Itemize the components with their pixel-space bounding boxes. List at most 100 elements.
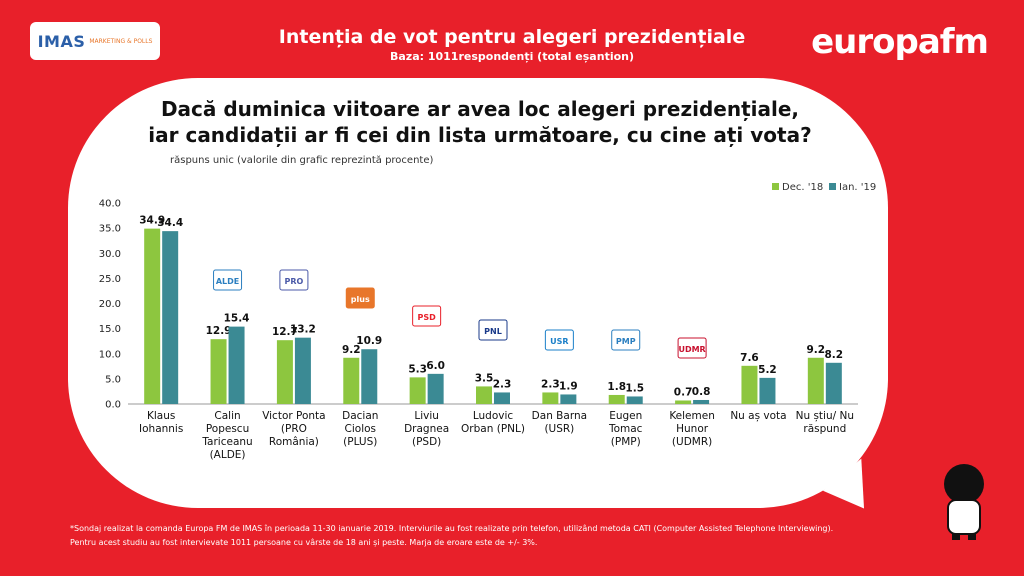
legend-swatch (829, 183, 836, 190)
legend-label: Dec. '18 (782, 182, 823, 193)
imas-logo-tag: MARKETING & POLLS (89, 37, 153, 45)
footnote: *Sondaj realizat la comanda Europa FM de… (70, 522, 833, 550)
category-label: Tomac (608, 423, 643, 435)
y-tick-label: 5.0 (105, 374, 121, 385)
data-label: 2.3 (493, 378, 512, 390)
party-logo-icon: PNL (478, 319, 508, 341)
y-tick-label: 40.0 (99, 199, 121, 210)
data-label: 12.9 (206, 325, 232, 337)
y-tick-label: 20.0 (99, 299, 121, 310)
footnote-line-2: Pentru acest studiu au fost intervievate… (70, 538, 538, 547)
data-label: 6.0 (426, 360, 445, 372)
data-label: 34.4 (157, 217, 183, 229)
mascot-icon (944, 464, 984, 540)
bar-dec18 (476, 386, 492, 404)
category-label: Iohannis (139, 423, 183, 435)
bar-dec18 (144, 228, 161, 404)
data-label: 1.9 (559, 380, 578, 392)
data-label: 2.3 (541, 378, 560, 390)
y-tick-label: 25.0 (99, 274, 121, 285)
bar-ian19 (228, 326, 245, 404)
svg-text:UDMR: UDMR (678, 345, 705, 354)
y-tick-label: 30.0 (99, 249, 121, 260)
category-label: Dan Barna (532, 410, 587, 422)
svg-text:PSD: PSD (418, 313, 437, 322)
category-label: Popescu (206, 423, 249, 435)
data-label: 0.7 (674, 386, 693, 398)
category-label: (USR) (544, 423, 574, 435)
category-label: (PSD) (412, 436, 441, 448)
svg-text:PRO: PRO (284, 277, 303, 286)
svg-text:PNL: PNL (484, 327, 502, 336)
bar-ian19 (361, 349, 378, 404)
category-label: Dacian (342, 410, 378, 422)
category-label: România) (269, 436, 319, 448)
category-label: (PRO (281, 423, 307, 435)
category-label: Calin (214, 410, 240, 422)
bar-ian19 (825, 362, 842, 404)
bar-dec18 (741, 365, 758, 404)
data-label: 1.8 (607, 381, 626, 393)
party-logo-icon: PRO (279, 269, 309, 291)
category-label: Hunor (676, 423, 709, 435)
bar-dec18 (608, 394, 625, 404)
bar-dec18 (807, 357, 824, 404)
imas-logo-text: IMAS (37, 31, 86, 51)
bar-dec18 (542, 392, 559, 404)
category-label: Dragnea (404, 423, 449, 435)
bar-ian19 (759, 377, 776, 404)
svg-text:ALDE: ALDE (216, 277, 239, 286)
bar-dec18 (343, 357, 360, 404)
party-logo-icon: USR (544, 329, 574, 351)
question-line-2: iar candidații ar fi cei din lista următ… (148, 123, 812, 147)
category-label: Eugen (609, 410, 642, 422)
data-label: 9.2 (342, 344, 361, 356)
data-label: 5.2 (758, 364, 777, 376)
svg-text:plus: plus (351, 295, 370, 304)
legend-swatch (772, 183, 779, 190)
speech-bubble (68, 78, 888, 508)
category-label: Nu știu/ Nu (796, 410, 854, 422)
category-label: Victor Ponta (262, 410, 325, 422)
y-tick-label: 15.0 (99, 324, 121, 335)
imas-logo: IMAS MARKETING & POLLS (30, 22, 160, 60)
bar-ian19 (626, 396, 643, 404)
category-label: (ALDE) (210, 449, 246, 461)
category-label: Klaus (147, 410, 175, 422)
data-label: 13.2 (290, 324, 316, 336)
bar-ian19 (427, 373, 444, 404)
category-label: Liviu (414, 410, 439, 422)
data-label: 12.7 (272, 326, 298, 338)
category-label: Kelemen (669, 410, 715, 422)
data-label: 7.6 (740, 352, 759, 364)
bar-ian19 (294, 337, 311, 404)
category-label: Ludovic (473, 410, 514, 422)
party-logo-icon: plus (345, 287, 375, 309)
data-label: 0.8 (692, 386, 711, 398)
party-logo-icon: UDMR (677, 337, 707, 359)
y-tick-label: 10.0 (99, 349, 121, 360)
page-subtitle: Baza: 1011respondenți (total eșantion) (389, 50, 635, 63)
category-label: răspund (803, 423, 846, 435)
category-label: (PLUS) (343, 436, 377, 448)
data-label: 3.5 (475, 372, 494, 384)
bar-dec18 (675, 400, 692, 404)
question-line-1: Dacă duminica viitoare ar avea loc alege… (160, 97, 800, 121)
y-tick-label: 35.0 (99, 224, 121, 235)
category-label: Orban (PNL) (461, 423, 525, 435)
category-label: Nu aș vota (730, 410, 786, 422)
y-tick-label: 0.0 (105, 400, 121, 411)
legend-label: Ian. '19 (839, 182, 876, 193)
category-label: Tariceanu (201, 436, 252, 448)
data-label: 34.9 (139, 215, 165, 227)
bar-ian19 (162, 231, 179, 404)
bar-dec18 (409, 377, 426, 404)
category-label: Ciolos (345, 423, 377, 435)
data-label: 1.5 (625, 382, 644, 394)
data-label: 15.4 (224, 313, 250, 325)
chart-note: răspuns unic (valorile din grafic reprez… (170, 155, 434, 166)
data-label: 9.2 (807, 344, 826, 356)
party-logo-icon: ALDE (213, 269, 243, 291)
bar-ian19 (693, 399, 710, 404)
party-logo-icon: PSD (412, 305, 442, 327)
